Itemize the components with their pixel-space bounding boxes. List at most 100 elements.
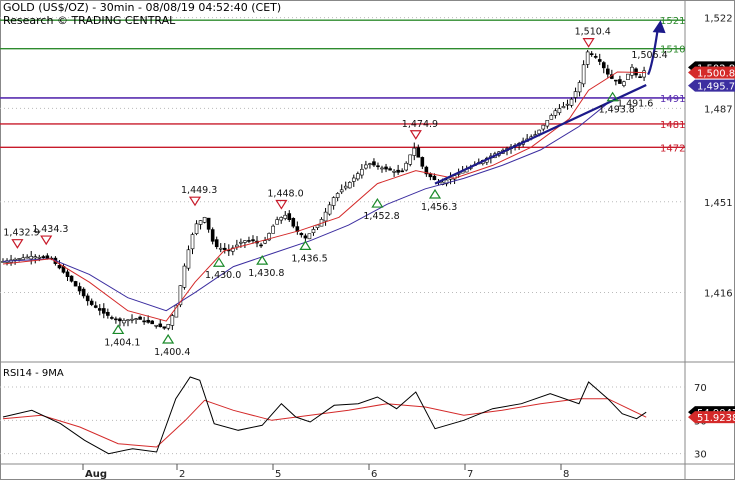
candle-body bbox=[432, 175, 437, 181]
y-tick-label: 1,451 bbox=[704, 198, 733, 209]
annotation-label: 1,449.3 bbox=[181, 185, 217, 196]
candle-body bbox=[81, 288, 86, 297]
x-tick-label: 8 bbox=[563, 469, 569, 480]
candle-body bbox=[287, 213, 292, 221]
candle-body bbox=[134, 318, 138, 320]
candle-body bbox=[73, 281, 78, 287]
y-tick-label: 1,522 bbox=[704, 14, 733, 25]
candle-body bbox=[626, 73, 630, 80]
candle-body bbox=[331, 197, 336, 206]
x-tick-label: 5 bbox=[275, 469, 281, 480]
candle-body bbox=[218, 247, 223, 250]
candle-body bbox=[638, 76, 642, 78]
candle-body bbox=[126, 319, 130, 322]
y-tick-label: 1,416 bbox=[704, 289, 733, 300]
level-label-1521: 1521 bbox=[660, 16, 685, 27]
candle-body bbox=[400, 170, 404, 173]
candle-body bbox=[231, 247, 235, 252]
candle-body bbox=[194, 223, 199, 234]
x-tick-label: 6 bbox=[371, 469, 377, 480]
candle-body bbox=[323, 211, 328, 222]
candle-body bbox=[581, 64, 586, 85]
candle-body bbox=[130, 318, 134, 321]
candle-body bbox=[360, 168, 364, 176]
candle-body bbox=[106, 311, 110, 316]
candle-body bbox=[65, 271, 70, 277]
candle-body bbox=[214, 239, 219, 248]
low-marker bbox=[162, 333, 175, 344]
main-price-tag-bg bbox=[695, 66, 735, 79]
candle-body bbox=[222, 247, 227, 250]
candle-body bbox=[202, 217, 207, 223]
candle-body bbox=[396, 169, 400, 173]
candle-body bbox=[93, 305, 98, 308]
candle-body bbox=[235, 244, 239, 248]
main-price-tag-label: 1,495.76 bbox=[697, 82, 735, 93]
candle-body bbox=[408, 154, 413, 165]
candle-body bbox=[13, 258, 17, 261]
candle-body bbox=[549, 115, 554, 120]
candle-body bbox=[210, 229, 215, 242]
low-marker bbox=[256, 255, 269, 265]
annotation-label: 1,432.9 bbox=[3, 228, 39, 239]
candle-body bbox=[206, 217, 211, 230]
candle-body bbox=[89, 300, 94, 305]
candle-body bbox=[259, 244, 263, 247]
candle-body bbox=[392, 170, 396, 173]
low-marker bbox=[428, 188, 442, 199]
candle-body bbox=[557, 108, 562, 114]
candle-body bbox=[380, 167, 384, 170]
candle-body bbox=[569, 98, 574, 106]
candle-body bbox=[356, 173, 360, 180]
annotation-label: 1,434.3 bbox=[32, 224, 68, 235]
annotation-label: 1,491.6 bbox=[617, 98, 653, 109]
x-tick-label: 2 bbox=[179, 469, 185, 480]
high-marker bbox=[11, 239, 24, 249]
forecast-arrow-shaft bbox=[647, 29, 659, 76]
annotation-label: 1,448.0 bbox=[267, 189, 303, 200]
candle-body bbox=[335, 193, 340, 198]
annotation-label: 1,430.0 bbox=[205, 270, 241, 281]
candle-body bbox=[545, 119, 550, 127]
candle-body bbox=[541, 124, 546, 130]
candle-body bbox=[291, 218, 296, 227]
candle-body bbox=[170, 315, 175, 326]
x-tick-label: Aug bbox=[85, 469, 107, 480]
candle-body bbox=[69, 275, 74, 282]
y-tick-label: 1,487 bbox=[704, 104, 733, 115]
annotation-label: 1,474.9 bbox=[402, 119, 438, 130]
rsi-tick-label: 30 bbox=[694, 450, 707, 461]
candle-body bbox=[589, 53, 594, 55]
candle-body bbox=[114, 318, 118, 321]
annotation-label: 1,493.8 bbox=[599, 105, 635, 116]
candle-body bbox=[174, 305, 179, 318]
trendline bbox=[434, 84, 647, 185]
candle-body bbox=[17, 258, 21, 260]
annotation-label: 1,400.4 bbox=[154, 347, 190, 358]
level-label-1510: 1510 bbox=[660, 45, 685, 56]
rsi-tick-label: 70 bbox=[694, 383, 707, 394]
candle-body bbox=[57, 265, 62, 269]
candle-body bbox=[267, 233, 271, 241]
candle-body bbox=[553, 110, 558, 116]
candle-body bbox=[37, 256, 42, 259]
level-label-1481: 1481 bbox=[660, 120, 685, 131]
chart-title: GOLD (US$/OZ) - 30min - 08/08/19 04:52:4… bbox=[3, 1, 282, 14]
candle-body bbox=[384, 166, 388, 170]
candle-body bbox=[41, 256, 46, 259]
candle-body bbox=[444, 179, 449, 185]
candle-body bbox=[33, 256, 38, 259]
candle-body bbox=[275, 219, 279, 225]
annotation-label: 1,452.8 bbox=[363, 211, 399, 222]
candle-body bbox=[21, 257, 25, 260]
candle-body bbox=[97, 308, 102, 311]
candle-body bbox=[247, 240, 251, 242]
low-marker bbox=[606, 91, 619, 102]
rsi-price-tag-pointer bbox=[688, 411, 695, 424]
candle-body bbox=[605, 68, 610, 75]
candle-body bbox=[376, 165, 380, 168]
candle-body bbox=[122, 320, 126, 324]
candle-body bbox=[561, 106, 566, 109]
candle-body bbox=[182, 265, 187, 288]
